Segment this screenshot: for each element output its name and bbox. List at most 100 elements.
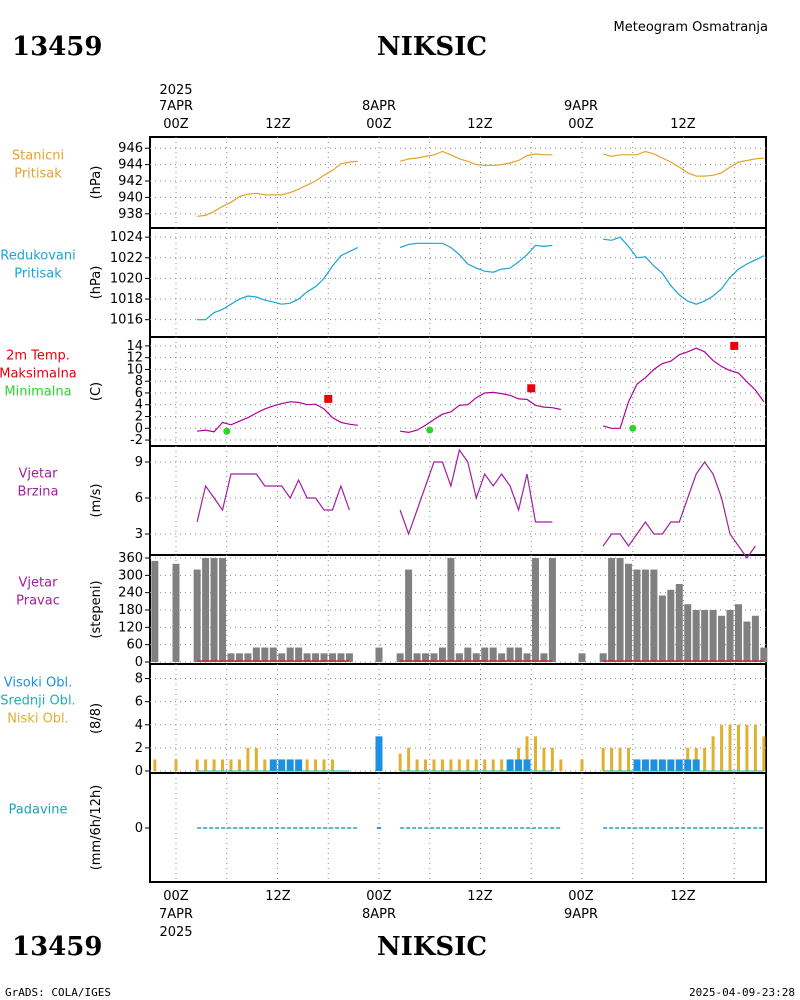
low-cloud-bar	[627, 747, 631, 771]
y-tick-label: 12	[126, 351, 143, 366]
y-tick-label: 60	[126, 638, 143, 653]
wind-direction-bar	[701, 610, 709, 662]
low-cloud-bar	[440, 759, 444, 771]
low-cloud-bar	[221, 759, 225, 771]
wind-direction-bar	[447, 558, 455, 662]
low-cloud-bar	[745, 724, 749, 771]
low-cloud-bar	[736, 724, 740, 771]
high-cloud-bar	[269, 759, 277, 771]
low-cloud-bar	[728, 724, 732, 771]
bottom-date-2: 9APR	[564, 907, 598, 922]
low-cloud-bar	[601, 747, 605, 771]
top-year: 2025	[159, 83, 192, 98]
tmax-marker	[730, 341, 739, 350]
bottom-hour-4: 00Z	[568, 889, 594, 904]
wind-direction-bar	[523, 653, 531, 662]
wind-direction-bar	[261, 647, 269, 662]
wind-direction-bar	[320, 653, 328, 662]
low-cloud-bar	[305, 759, 309, 771]
wind-direction-bar	[193, 569, 201, 662]
top-hour-5: 12Z	[670, 117, 696, 132]
panel-label: Minimalna	[4, 385, 71, 400]
wind-direction-bar	[219, 558, 227, 662]
wind-direction-bar	[734, 604, 742, 662]
wind-direction-bar	[455, 653, 463, 662]
high-cloud-bar	[658, 759, 666, 771]
wind-direction-bar	[760, 647, 768, 662]
wind-direction-bar	[396, 653, 404, 662]
panel-unit-label: (m/s)	[89, 484, 104, 518]
panel-unit-label: (hPa)	[89, 166, 104, 200]
panel-label: 2m Temp.	[6, 349, 70, 364]
wind-direction-bar	[278, 653, 286, 662]
top-date-0: 7APR	[159, 99, 193, 114]
wind-direction-bar	[599, 653, 607, 662]
panel-label: Brzina	[18, 485, 59, 500]
low-cloud-bar	[314, 759, 318, 771]
low-cloud-bar	[263, 759, 267, 771]
low-cloud-bar	[720, 724, 724, 771]
panel-label: Stanicni	[12, 149, 64, 164]
y-tick-label: 6	[135, 491, 143, 506]
tmin-marker	[629, 424, 637, 432]
wind-direction-bar	[709, 610, 717, 662]
high-cloud-bar	[295, 759, 303, 771]
top-date-1: 8APR	[362, 99, 396, 114]
tmin-marker	[223, 427, 231, 435]
y-tick-label: 0	[135, 764, 143, 779]
top-hour-0: 00Z	[163, 117, 189, 132]
low-cloud-bar	[550, 747, 554, 771]
wind-direction-bar	[650, 569, 658, 662]
low-cloud-bar	[254, 747, 258, 771]
y-tick-label: 938	[118, 207, 143, 222]
station-id-bottom: 13459	[12, 932, 102, 962]
wind-direction-bar	[578, 653, 586, 662]
wind-direction-bar	[375, 647, 383, 662]
high-cloud-bar	[692, 759, 700, 771]
y-tick-label: -2	[130, 433, 143, 448]
high-cloud-bar	[515, 759, 523, 771]
low-cloud-bar	[432, 759, 436, 771]
bottom-year: 2025	[159, 925, 192, 940]
y-tick-label: 6	[135, 386, 143, 401]
y-tick-label: 940	[118, 190, 143, 205]
wind-direction-bar	[608, 558, 616, 662]
top-hour-3: 12Z	[467, 117, 493, 132]
reduced-pressure-line	[603, 236, 765, 305]
low-cloud-bar	[407, 747, 411, 771]
panel-unit-label: (8/8)	[89, 703, 104, 734]
wind-direction-bar	[405, 569, 413, 662]
y-tick-label: 1016	[110, 313, 143, 328]
y-tick-label: 120	[118, 620, 143, 635]
wind-direction-bar	[172, 563, 180, 662]
high-cloud-bar	[286, 759, 294, 771]
low-cloud-bar	[753, 724, 757, 771]
bottom-date-1: 8APR	[362, 907, 396, 922]
high-cloud-bar	[523, 759, 531, 771]
panel-label: Visoki Obl.	[4, 676, 72, 691]
wind-direction-bar	[337, 653, 345, 662]
high-cloud-bar	[650, 759, 658, 771]
wind-direction-bar	[489, 647, 497, 662]
y-tick-label: 2	[135, 410, 143, 425]
y-tick-label: 0	[135, 821, 143, 836]
wind-direction-bar	[658, 595, 666, 662]
bottom-hour-1: 12Z	[265, 889, 291, 904]
panel-frame-2	[149, 336, 767, 447]
y-tick-label: 2	[135, 741, 143, 756]
y-tick-label: 4	[135, 398, 143, 413]
y-tick-label: 8	[135, 374, 143, 389]
y-tick-label: 300	[118, 568, 143, 583]
reduced-pressure-line	[197, 246, 359, 321]
panel-unit-label: (stepeni)	[89, 580, 104, 638]
bottom-date-0: 7APR	[159, 907, 193, 922]
wind-direction-bar	[515, 647, 523, 662]
wind-direction-bar	[531, 558, 539, 662]
low-cloud-bar	[533, 736, 537, 771]
station-id-top: 13459	[12, 32, 102, 62]
low-cloud-bar	[500, 759, 504, 771]
low-cloud-bar	[466, 759, 470, 771]
panel-label: Redukovani	[0, 249, 75, 264]
high-cloud-bar	[633, 759, 641, 771]
